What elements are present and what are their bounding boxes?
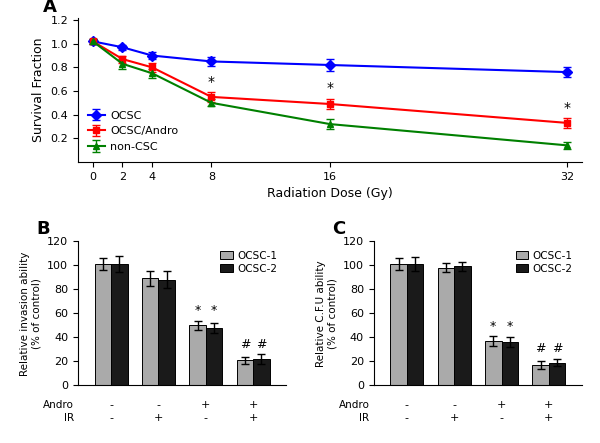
Bar — [549, 362, 565, 385]
Bar — [95, 264, 111, 385]
Text: *: * — [211, 304, 217, 317]
Text: Andro: Andro — [338, 400, 370, 410]
Y-axis label: Relative invasion ability
(% of control): Relative invasion ability (% of control) — [20, 251, 41, 376]
Text: -: - — [109, 413, 113, 423]
Y-axis label: Survival Fraction: Survival Fraction — [32, 38, 45, 142]
Text: #: # — [552, 342, 562, 355]
Text: -: - — [109, 400, 113, 410]
Text: *: * — [490, 319, 496, 333]
Bar — [236, 360, 253, 385]
Bar — [206, 328, 223, 385]
Bar — [111, 264, 128, 385]
Text: +: + — [248, 413, 258, 423]
Bar — [532, 365, 549, 385]
X-axis label: Radiation Dose (Gy): Radiation Dose (Gy) — [267, 187, 393, 200]
Bar — [189, 325, 206, 385]
Legend: OCSC, OCSC/Andro, non-CSC: OCSC, OCSC/Andro, non-CSC — [83, 106, 183, 156]
Text: -: - — [452, 400, 456, 410]
Y-axis label: Relative C.F.U ability
(% of control): Relative C.F.U ability (% of control) — [316, 260, 337, 367]
Bar — [391, 264, 407, 385]
Bar — [454, 266, 471, 385]
Text: Andro: Andro — [43, 400, 74, 410]
Text: +: + — [544, 413, 554, 423]
Bar — [158, 280, 175, 385]
Text: -: - — [405, 400, 409, 410]
Legend: OCSC-1, OCSC-2: OCSC-1, OCSC-2 — [216, 246, 281, 278]
Text: IR: IR — [64, 413, 74, 423]
Text: -: - — [157, 400, 160, 410]
Text: +: + — [248, 400, 258, 410]
Text: +: + — [201, 400, 211, 410]
Bar — [253, 359, 269, 385]
Text: A: A — [43, 0, 56, 16]
Text: +: + — [544, 400, 554, 410]
Text: -: - — [500, 413, 503, 423]
Text: B: B — [37, 220, 50, 238]
Bar — [142, 279, 158, 385]
Text: *: * — [194, 304, 200, 317]
Text: -: - — [405, 413, 409, 423]
Text: *: * — [563, 101, 571, 115]
Legend: OCSC-1, OCSC-2: OCSC-1, OCSC-2 — [512, 246, 577, 278]
Bar — [502, 342, 518, 385]
Text: C: C — [332, 220, 346, 238]
Text: +: + — [154, 413, 163, 423]
Bar — [437, 268, 454, 385]
Text: *: * — [208, 74, 215, 89]
Text: #: # — [239, 338, 250, 350]
Bar — [485, 341, 502, 385]
Text: #: # — [535, 342, 546, 355]
Text: IR: IR — [359, 413, 370, 423]
Text: +: + — [497, 400, 506, 410]
Text: +: + — [449, 413, 459, 423]
Text: *: * — [506, 319, 513, 333]
Text: #: # — [256, 338, 266, 350]
Text: *: * — [326, 81, 334, 94]
Bar — [407, 264, 424, 385]
Text: -: - — [204, 413, 208, 423]
